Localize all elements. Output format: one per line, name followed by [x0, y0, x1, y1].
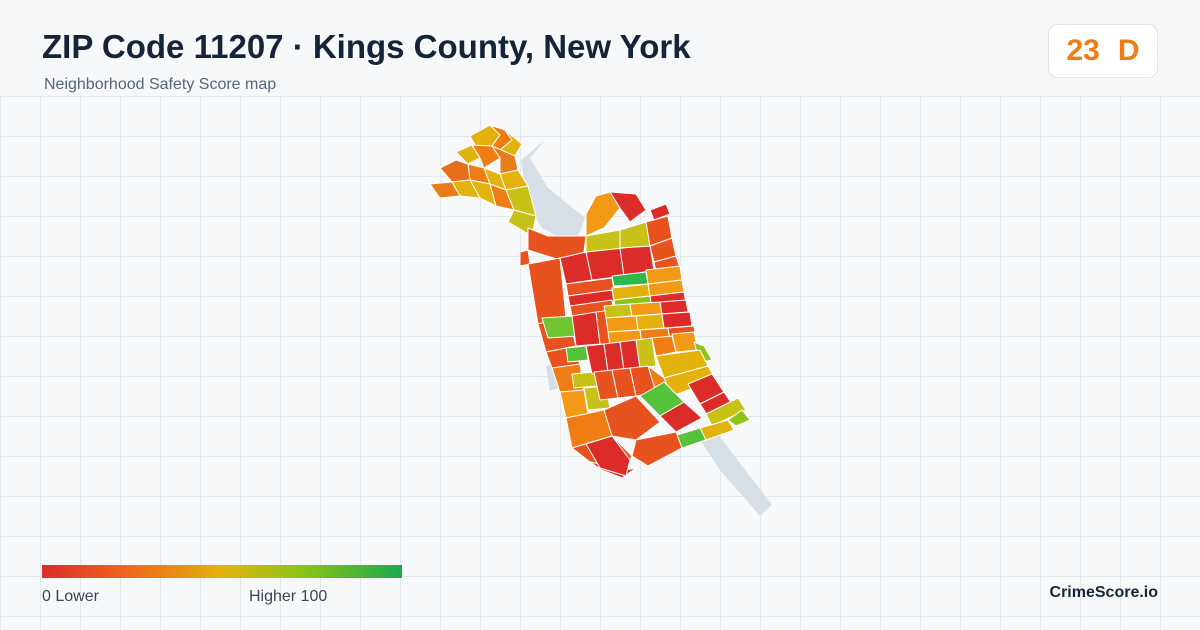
park-area-south: [700, 432, 772, 516]
block: [631, 431, 683, 467]
block: [565, 345, 589, 363]
brand-logo-text: CrimeScore.io: [1049, 584, 1158, 601]
block: [603, 395, 661, 441]
park-area-north: [521, 140, 585, 238]
block: [603, 303, 633, 319]
block: [651, 335, 677, 357]
block: [635, 337, 657, 369]
block: [661, 311, 693, 329]
block: [649, 203, 671, 221]
block: [609, 191, 647, 223]
block: [439, 159, 471, 183]
block: [605, 315, 639, 333]
safety-score-value: 23: [1066, 34, 1100, 67]
block: [585, 435, 631, 477]
block: [705, 397, 747, 427]
block: [659, 401, 703, 433]
safety-score-grade: D: [1117, 34, 1140, 67]
block: [727, 409, 751, 427]
block: [619, 221, 651, 249]
block: [659, 299, 689, 315]
legend-low-label: 0 Lower: [42, 588, 99, 605]
block: [571, 311, 601, 347]
block: [471, 144, 501, 169]
page-title: ZIP Code 11207 · Kings County, New York: [42, 28, 691, 65]
safety-score-badge: 23 D: [1048, 24, 1158, 78]
block: [635, 313, 665, 331]
safety-score-legend-bar: [42, 565, 402, 578]
legend-high-label: Higher 100: [249, 588, 328, 605]
neighborhood-blocks: [429, 124, 751, 479]
page-subtitle: Neighborhood Safety Score map: [44, 76, 277, 93]
block: [527, 257, 567, 325]
